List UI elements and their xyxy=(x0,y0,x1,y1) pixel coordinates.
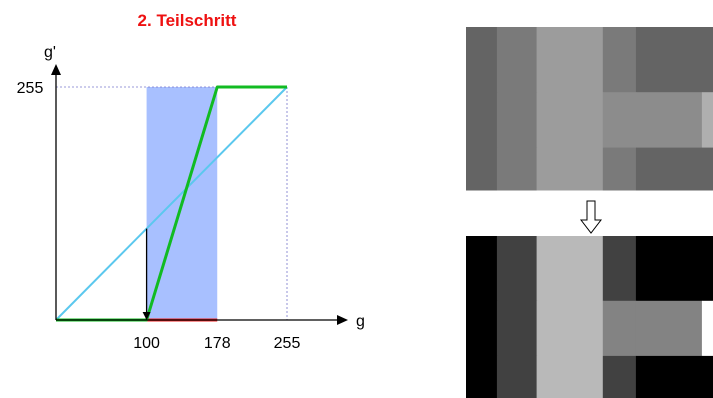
after-image-block xyxy=(496,236,538,302)
before-image-block xyxy=(701,27,713,93)
y-tick-label: 255 xyxy=(17,80,44,97)
before-image-block xyxy=(701,147,713,191)
before-image-block xyxy=(536,92,604,149)
before-image-block xyxy=(635,92,703,149)
after-image-block xyxy=(536,300,604,357)
after-image-block xyxy=(496,355,538,398)
x-axis-arrowhead xyxy=(337,315,348,325)
x-tick-label: 255 xyxy=(274,335,301,352)
before-image-block xyxy=(466,147,498,191)
after-image-block xyxy=(536,355,604,398)
image-before xyxy=(466,27,713,191)
before-image-block xyxy=(602,27,637,93)
after-image-block xyxy=(701,300,713,357)
transfer-chart: g g' 100 178 255 255 xyxy=(17,44,365,352)
x-tick-label: 100 xyxy=(133,335,160,352)
image-after xyxy=(466,236,713,398)
before-image-block xyxy=(466,27,498,93)
before-image-block xyxy=(602,92,637,149)
after-image-block xyxy=(466,300,498,357)
before-image-block xyxy=(635,27,703,93)
before-image-block xyxy=(496,92,538,149)
after-image-block xyxy=(635,300,703,357)
after-image-block xyxy=(496,300,538,357)
before-image-block xyxy=(536,27,604,93)
identity-line xyxy=(55,86,288,321)
before-image-block xyxy=(701,92,713,149)
before-image-block xyxy=(466,92,498,149)
after-image-block xyxy=(635,355,703,398)
x-axis-label: g xyxy=(356,313,365,330)
figure-title: 2. Teilschritt xyxy=(138,11,237,30)
after-image-block xyxy=(466,355,498,398)
after-image-block xyxy=(602,355,637,398)
marker-arrowhead xyxy=(142,312,151,320)
y-axis-arrowhead xyxy=(51,64,61,75)
after-image-block xyxy=(701,355,713,398)
before-image-block xyxy=(602,147,637,191)
before-image-block xyxy=(496,147,538,191)
y-axis-label: g' xyxy=(44,44,56,61)
after-image-block xyxy=(602,236,637,302)
after-image-block xyxy=(635,236,703,302)
after-image-block xyxy=(701,236,713,302)
down-arrow-icon xyxy=(579,200,603,234)
after-image-block xyxy=(536,236,604,302)
before-image-block xyxy=(496,27,538,93)
after-image-block xyxy=(602,300,637,357)
before-image-block xyxy=(635,147,703,191)
before-image-block xyxy=(536,147,604,191)
x-tick-label: 178 xyxy=(204,335,231,352)
after-image-block xyxy=(466,236,498,302)
